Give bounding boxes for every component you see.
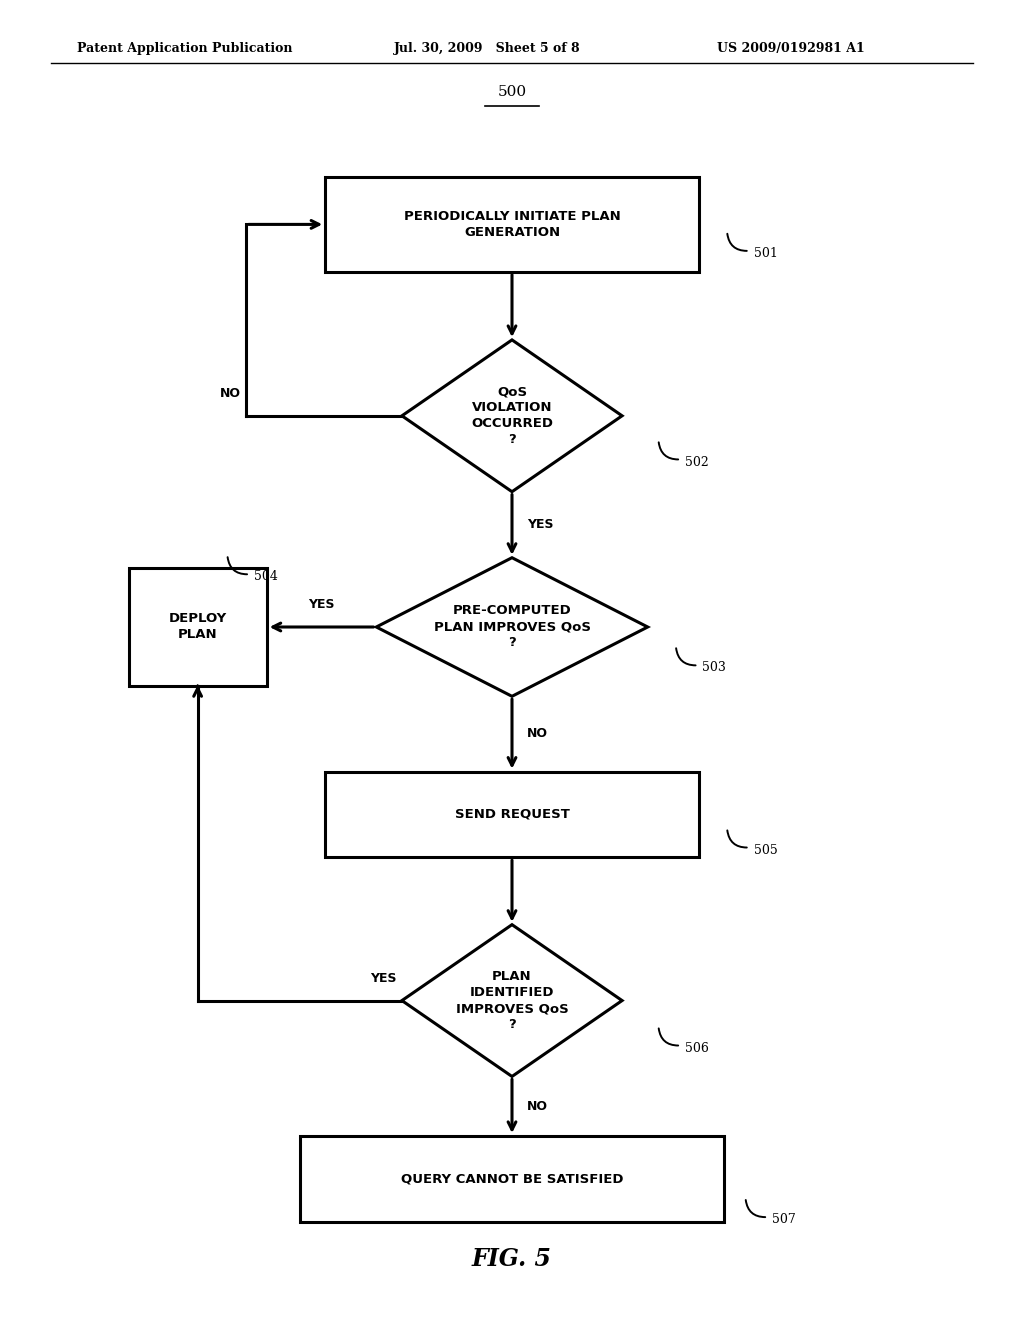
Text: PRE-COMPUTED
PLAN IMPROVES QoS
?: PRE-COMPUTED PLAN IMPROVES QoS ? bbox=[433, 605, 591, 649]
Text: 501: 501 bbox=[754, 247, 777, 260]
Text: PERIODICALLY INITIATE PLAN
GENERATION: PERIODICALLY INITIATE PLAN GENERATION bbox=[403, 210, 621, 239]
Text: 500: 500 bbox=[498, 84, 526, 99]
Text: NO: NO bbox=[527, 727, 549, 741]
Polygon shape bbox=[401, 924, 623, 1077]
Text: QoS
VIOLATION
OCCURRED
?: QoS VIOLATION OCCURRED ? bbox=[471, 385, 553, 446]
Polygon shape bbox=[377, 557, 648, 697]
Text: NO: NO bbox=[527, 1100, 549, 1113]
Text: 504: 504 bbox=[254, 570, 278, 583]
Text: YES: YES bbox=[308, 598, 335, 611]
FancyBboxPatch shape bbox=[129, 568, 266, 686]
Text: NO: NO bbox=[219, 387, 241, 400]
FancyBboxPatch shape bbox=[299, 1135, 725, 1222]
FancyBboxPatch shape bbox=[326, 177, 698, 272]
Text: 505: 505 bbox=[754, 843, 777, 857]
Text: PLAN
IDENTIFIED
IMPROVES QoS
?: PLAN IDENTIFIED IMPROVES QoS ? bbox=[456, 970, 568, 1031]
Text: Jul. 30, 2009   Sheet 5 of 8: Jul. 30, 2009 Sheet 5 of 8 bbox=[394, 42, 581, 55]
Text: DEPLOY
PLAN: DEPLOY PLAN bbox=[169, 612, 226, 642]
Text: 502: 502 bbox=[685, 455, 709, 469]
Text: SEND REQUEST: SEND REQUEST bbox=[455, 808, 569, 821]
Text: FIG. 5: FIG. 5 bbox=[472, 1247, 552, 1271]
Text: YES: YES bbox=[371, 972, 397, 985]
Text: YES: YES bbox=[527, 519, 554, 531]
Text: 507: 507 bbox=[772, 1213, 796, 1226]
Text: QUERY CANNOT BE SATISFIED: QUERY CANNOT BE SATISFIED bbox=[400, 1172, 624, 1185]
Polygon shape bbox=[401, 339, 623, 491]
Text: Patent Application Publication: Patent Application Publication bbox=[77, 42, 292, 55]
Text: 503: 503 bbox=[702, 661, 726, 675]
Text: US 2009/0192981 A1: US 2009/0192981 A1 bbox=[717, 42, 864, 55]
Text: 506: 506 bbox=[685, 1041, 709, 1055]
FancyBboxPatch shape bbox=[326, 771, 698, 858]
